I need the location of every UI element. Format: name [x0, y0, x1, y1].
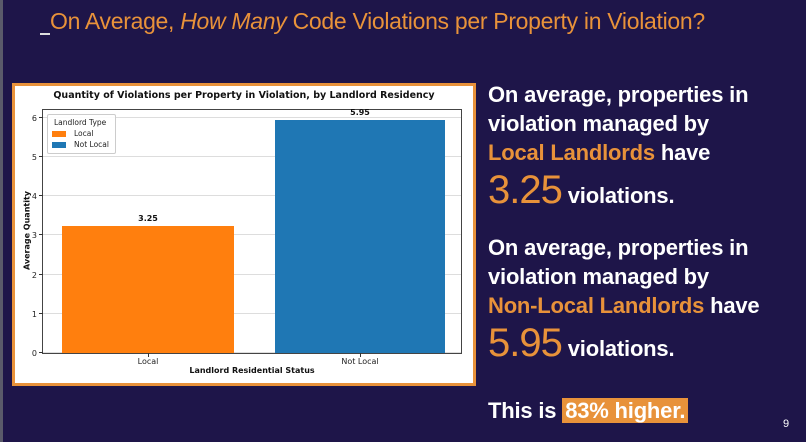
bar-local [62, 226, 234, 353]
y-tick: 4 [31, 192, 37, 201]
y-tick-mark [39, 234, 43, 235]
summary-text: violations. [561, 183, 675, 208]
y-tick-mark [39, 274, 43, 275]
value-not-local: 5.95 [488, 321, 563, 365]
conclusion-text: This is [488, 398, 563, 423]
title-italic: How Many [180, 8, 287, 34]
y-tick: 6 [31, 114, 37, 123]
legend-swatch-not-local [52, 141, 66, 148]
summary-line: On average, properties in [488, 82, 749, 107]
chart-frame: Quantity of Violations per Property in V… [12, 83, 476, 386]
legend-label: Not Local [74, 140, 109, 149]
gridline [43, 195, 461, 196]
conclusion: This is 83% higher. [488, 396, 689, 425]
bar-value-label-local: 3.25 [138, 214, 158, 223]
bar-not-local [275, 120, 445, 353]
page-number: 9 [783, 418, 790, 430]
summary-value-line: 3.25 violations. [488, 167, 748, 219]
title-prefix: On Average, [50, 8, 181, 34]
x-tick-local: Local [137, 357, 159, 366]
bar-value-label-not-local: 5.95 [350, 108, 370, 117]
text-cursor [40, 13, 50, 35]
x-tick-mark [360, 353, 361, 357]
value-local: 3.25 [488, 168, 563, 212]
left-edge-strip [0, 0, 3, 442]
summary-line: violation managed by [488, 264, 709, 289]
legend-item-local: Local [52, 129, 109, 138]
conclusion-highlight: 83% higher. [562, 398, 689, 423]
plot-area: 0 1 2 3 4 5 6 3.25 5.95 Local Not Local … [32, 108, 462, 366]
gridline [43, 156, 461, 157]
summary-not-local: On average, properties in violation mana… [488, 233, 760, 372]
y-tick-mark [39, 313, 43, 314]
summary-line: violation managed by [488, 111, 709, 136]
gridline [43, 117, 461, 118]
highlight-local-landlords: Local Landlords [488, 140, 655, 165]
summary-local: On average, properties in violation mana… [488, 80, 749, 219]
summary-text: have [654, 140, 711, 165]
legend-title: Landlord Type [54, 118, 107, 127]
summary-text: violations. [561, 336, 675, 361]
gridline [43, 352, 461, 353]
legend-label: Local [74, 129, 94, 138]
y-tick: 5 [31, 153, 37, 162]
y-tick-mark [39, 352, 43, 353]
summary-line: Non-Local Landlords have [488, 291, 760, 320]
title-suffix: Code Violations per Property in Violatio… [286, 8, 706, 34]
legend-swatch-local [52, 130, 66, 137]
x-tick-not-local: Not Local [341, 357, 379, 366]
slide-title: On Average, How Many Code Violations per… [40, 8, 705, 35]
chart-title: Quantity of Violations per Property in V… [53, 90, 435, 101]
summary-value-line: 5.95 violations. [488, 320, 759, 372]
y-tick-mark [39, 117, 43, 118]
summary-line: Local Landlords have [488, 138, 748, 167]
y-tick-mark [39, 195, 43, 196]
highlight-non-local-landlords: Non-Local Landlords [488, 293, 705, 318]
x-tick-mark [148, 353, 149, 357]
chart-legend: Landlord Type Local Not Local [47, 114, 116, 154]
summary-text: have [704, 293, 760, 318]
legend-item-not-local: Not Local [52, 140, 109, 149]
gridline [43, 313, 461, 314]
x-axis-label: Landlord Residential Status [189, 366, 315, 375]
y-tick: 0 [31, 349, 37, 358]
gridline [43, 234, 461, 235]
y-tick: 2 [31, 271, 37, 280]
summary-line: On average, properties in [488, 235, 749, 260]
y-tick: 1 [31, 310, 37, 319]
y-tick-mark [39, 156, 43, 157]
y-tick: 3 [31, 231, 37, 240]
gridline [43, 274, 461, 275]
